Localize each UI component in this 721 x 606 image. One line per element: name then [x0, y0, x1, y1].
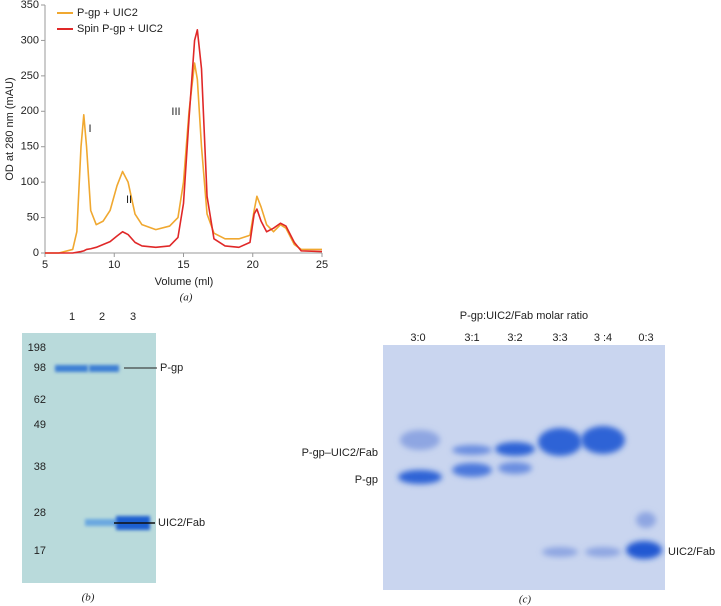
lane-label: 1: [69, 311, 75, 323]
panel-label: (c): [519, 594, 532, 606]
y-tick-label: 100: [21, 176, 39, 188]
band: [585, 547, 621, 557]
band: [398, 470, 442, 484]
legend-label: P-gp + UIC2: [77, 7, 138, 19]
y-tick-label: 300: [21, 34, 39, 46]
band: [581, 426, 625, 454]
band: [400, 430, 440, 450]
annotation: I: [88, 123, 91, 135]
lane-label: 3 :4: [594, 332, 612, 344]
line-series: [45, 29, 323, 254]
panel-label: (b): [82, 592, 95, 604]
marker-label: 28: [34, 507, 46, 519]
legend-label: Spin P-gp + UIC2: [77, 23, 163, 35]
band: [626, 541, 662, 559]
lane-label: 3:0: [410, 332, 425, 344]
lane-label: 3:1: [464, 332, 479, 344]
band: [85, 519, 117, 526]
band: [89, 365, 119, 372]
band-label: P-gp: [160, 362, 183, 374]
lane-label: 3: [130, 311, 136, 323]
marker-label: 49: [34, 419, 46, 431]
annotation: II: [126, 194, 132, 206]
x-tick-label: 25: [316, 259, 328, 271]
y-tick-label: 50: [27, 211, 39, 223]
marker-label: 17: [34, 545, 46, 557]
lane-label: 2: [99, 311, 105, 323]
y-tick-label: 350: [21, 0, 39, 11]
gel-c: [383, 345, 665, 590]
gel-title: P-gp:UIC2/Fab molar ratio: [460, 310, 588, 322]
lane-label: 0:3: [638, 332, 653, 344]
x-tick-label: 20: [247, 259, 259, 271]
band-label: UIC2/Fab: [158, 517, 205, 529]
y-axis-title: OD at 280 nm (mAU): [4, 77, 16, 180]
band: [538, 428, 582, 456]
gel-background: [22, 333, 156, 583]
band: [542, 547, 578, 557]
band-label: UIC2/Fab: [668, 546, 715, 558]
y-tick-label: 150: [21, 141, 39, 153]
marker-label: 198: [28, 342, 46, 354]
marker-label: 38: [34, 461, 46, 473]
x-tick-label: 10: [108, 259, 120, 271]
x-tick-label: 5: [42, 259, 48, 271]
y-tick-label: 200: [21, 105, 39, 117]
band-label: P-gp–UIC2/Fab: [302, 447, 378, 459]
x-axis-title: Volume (ml): [155, 276, 214, 288]
annotation: III: [171, 106, 180, 118]
marker-label: 98: [34, 362, 46, 374]
lane-label: 3:3: [552, 332, 567, 344]
lane-label: 3:2: [507, 332, 522, 344]
x-tick-label: 15: [177, 259, 189, 271]
band: [452, 445, 492, 455]
y-tick-label: 0: [33, 247, 39, 259]
band: [495, 442, 535, 456]
marker-label: 62: [34, 394, 46, 406]
band: [498, 462, 532, 474]
band: [55, 365, 88, 372]
band: [452, 463, 492, 477]
y-tick-label: 250: [21, 70, 39, 82]
band: [636, 512, 656, 528]
gel-b: [22, 333, 157, 583]
line-series: [45, 62, 322, 254]
band-label: P-gp: [355, 474, 378, 486]
panel-label: (a): [180, 292, 193, 304]
